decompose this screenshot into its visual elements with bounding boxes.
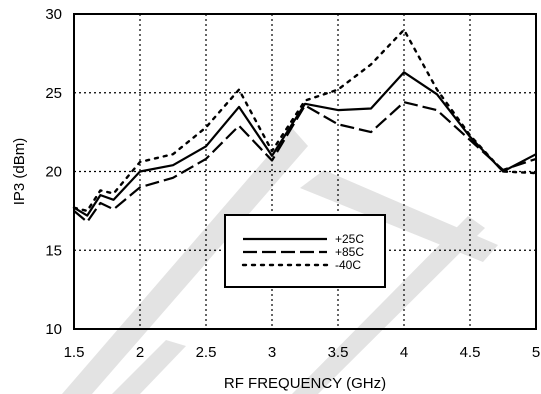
x-tick-label: 5 [532,344,540,361]
watermark-stroke-3 [292,216,485,394]
x-tick-label: 2 [136,344,144,361]
series-layer [72,28,538,223]
x-tick-label: 4.5 [460,344,481,361]
watermark-stroke-4 [112,340,186,394]
legend-label: +25C [335,232,364,246]
x-tick-label: 3 [268,344,276,361]
x-tick-label: 2.5 [196,344,217,361]
legend: +25C+85C-40C [224,214,386,288]
series-line-2 [73,101,537,223]
y-tick-label: 20 [45,164,62,181]
y-axis-label: IP3 (dBm) [11,138,28,206]
y-tick-label: 10 [45,321,62,338]
x-tick-label: 1.5 [64,344,85,361]
watermark-stroke-1 [62,128,308,394]
x-tick-label: 4 [400,344,408,361]
y-tick-label: 25 [45,85,62,102]
series-line-1 [73,71,537,217]
x-axis-label: RF FREQUENCY (GHz) [224,375,386,392]
y-tick-label: 30 [45,6,62,23]
x-tick-label: 3.5 [328,344,349,361]
y-tick-label: 15 [45,242,62,259]
x-tick-labels: 1.5 2 2.5 3 3.5 4 4.5 5 [64,344,541,361]
plot-frame [73,13,537,330]
series-line-3 [72,28,538,213]
legend-label: +85C [335,245,364,259]
watermark-logo [62,128,498,394]
legend-label: -40C [335,258,361,272]
y-tick-labels: 10 15 20 25 30 [45,6,62,338]
